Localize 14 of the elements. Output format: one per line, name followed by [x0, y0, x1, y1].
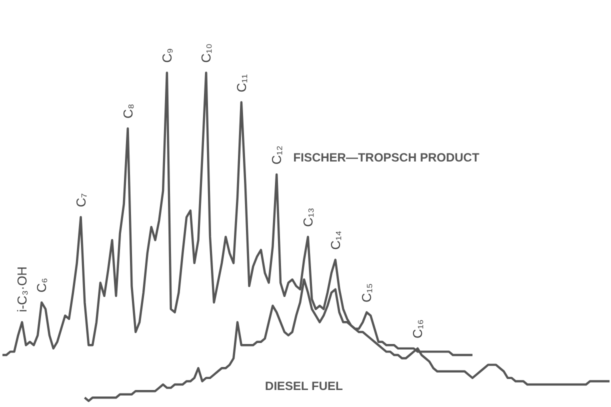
annotation: C₁₃: [300, 208, 316, 227]
annotation: C₁₅: [359, 283, 374, 302]
annotation: C₁₄: [328, 230, 343, 250]
annotation: C₁₁: [234, 73, 249, 92]
text: DIESEL FUEL: [265, 378, 343, 393]
annotation: C₁₂: [269, 146, 284, 164]
annotation: C₁₆: [410, 319, 426, 338]
annotation: C₈: [120, 104, 136, 119]
annotation: C₆: [34, 278, 50, 292]
series-label: FISCHER—TROPSCH PRODUCT: [293, 150, 480, 165]
text: C₉: [159, 48, 174, 63]
text: C₁₀: [198, 44, 214, 63]
annotation: i-C₃·OH: [14, 266, 30, 312]
annotation: C₇: [73, 192, 88, 208]
